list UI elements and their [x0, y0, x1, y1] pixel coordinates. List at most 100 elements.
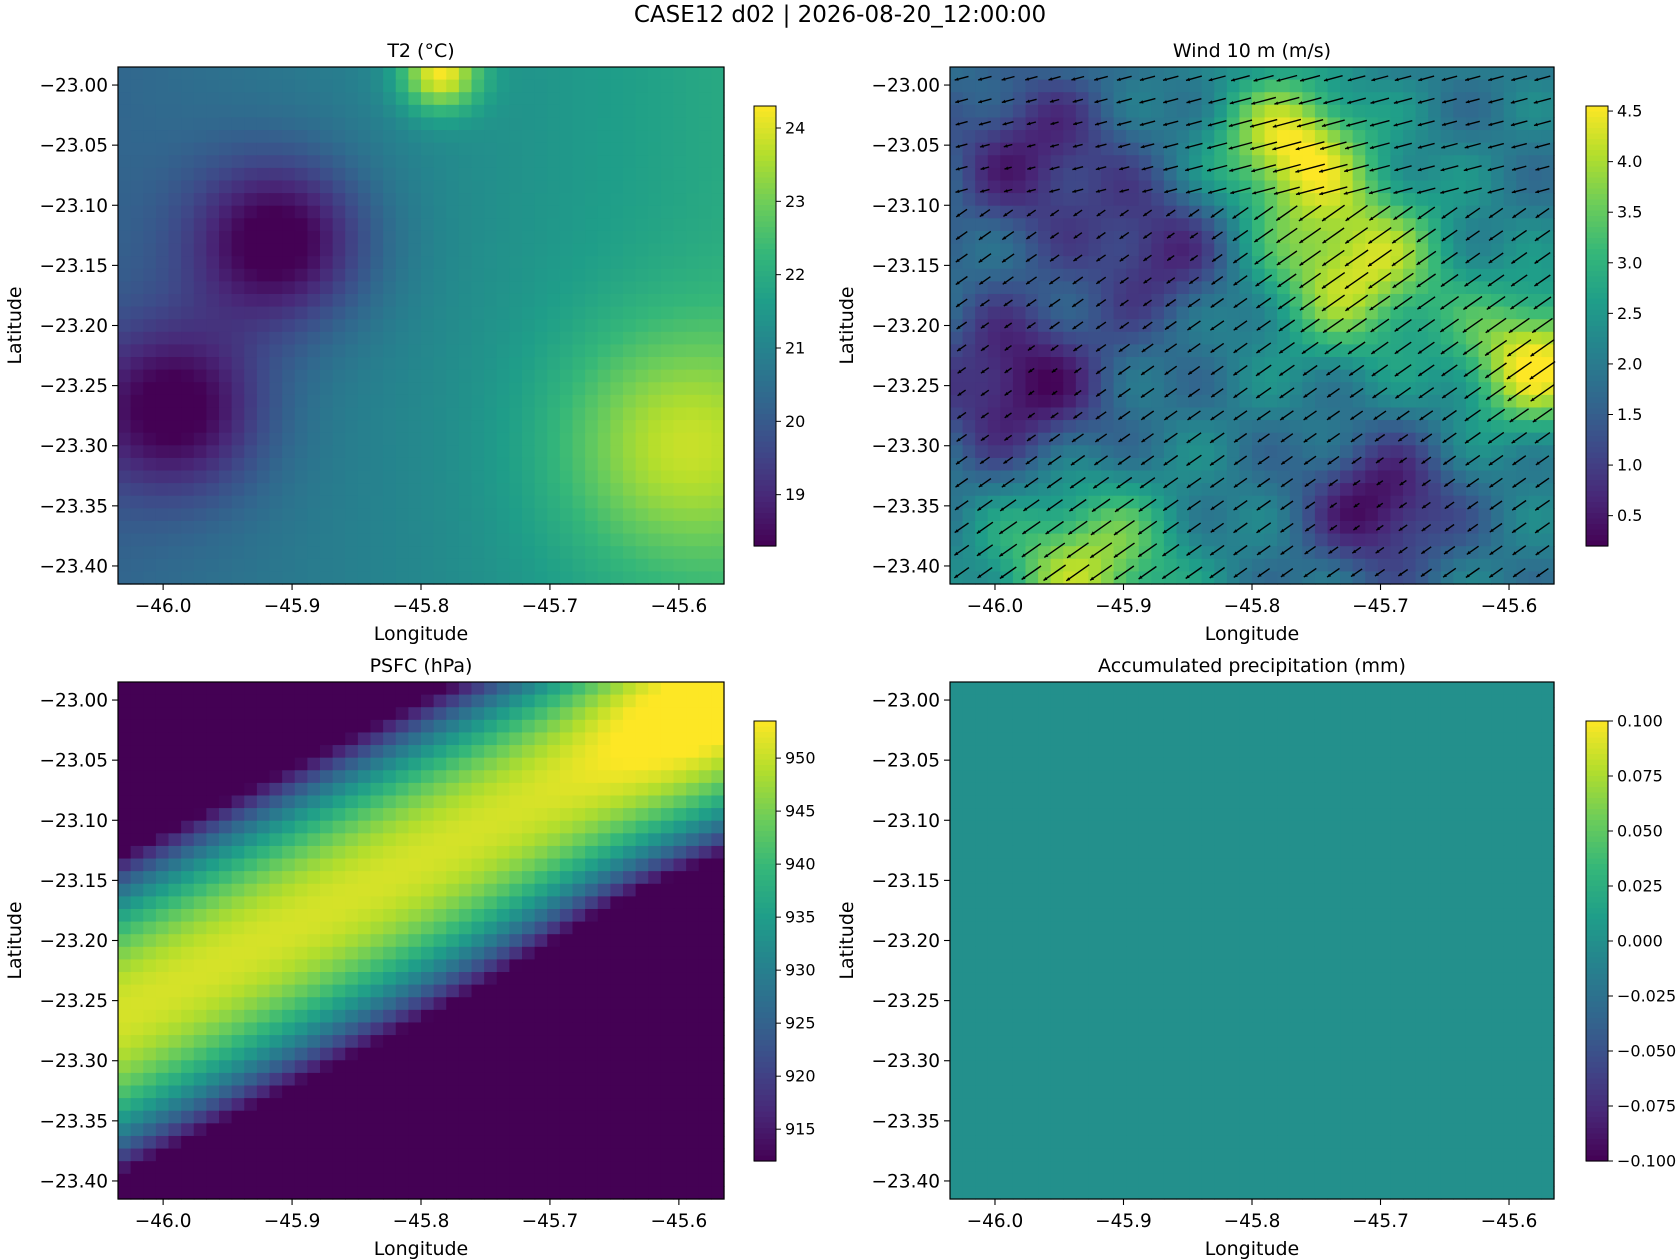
heatmap-cell [1377, 407, 1392, 421]
heatmap-cell [307, 155, 321, 169]
heatmap-cell [1012, 117, 1027, 131]
heatmap-cell [1377, 319, 1392, 333]
heatmap-cell [1176, 167, 1190, 182]
wind-arrow-head [1208, 77, 1213, 82]
heatmap-cell [547, 142, 561, 156]
heatmap-cell [206, 382, 220, 396]
heatmap-cell [269, 319, 283, 333]
heatmap-cell [1390, 394, 1404, 409]
wind-arrow-head [957, 347, 962, 352]
heatmap-cell [585, 79, 599, 93]
heatmap-cell [130, 79, 144, 93]
heatmap-cell [458, 306, 473, 320]
heatmap-cell [1440, 79, 1454, 93]
heatmap-cell [395, 79, 409, 93]
heatmap-cell [181, 382, 195, 396]
x-tick-label: −45.7 [522, 596, 579, 617]
colorbar-segment [754, 518, 776, 525]
heatmap-cell [534, 344, 548, 358]
wind-arrow-head [1254, 260, 1259, 265]
wind-arrow-head [1442, 416, 1447, 421]
wind-arrow-head [1208, 100, 1213, 104]
heatmap-cell [1415, 130, 1429, 144]
heatmap-cell [1088, 67, 1102, 81]
heatmap-cell [408, 432, 422, 446]
wind-arrow [1272, 163, 1301, 173]
heatmap-cell [1214, 483, 1228, 497]
heatmap-cell [433, 344, 447, 358]
heatmap-cell [1491, 546, 1505, 560]
heatmap-cell [1075, 293, 1090, 308]
heatmap-cell [1340, 558, 1354, 572]
heatmap-cell [395, 319, 409, 333]
heatmap-cell [711, 243, 725, 257]
heatmap-cell [623, 382, 637, 396]
heatmap-cell [950, 432, 964, 446]
colorbar-segment [754, 430, 776, 437]
heatmap-cell [1000, 306, 1014, 320]
heatmap-cell [686, 268, 700, 282]
heatmap-cell [962, 470, 976, 484]
heatmap-cell [1113, 520, 1127, 535]
heatmap-cell [1340, 167, 1354, 182]
heatmap-cell [345, 508, 359, 522]
heatmap-cell [1201, 344, 1215, 358]
heatmap-cell [1101, 357, 1115, 371]
heatmap-cell [1252, 508, 1266, 522]
heatmap-cell [294, 281, 308, 295]
heatmap-cell [421, 230, 435, 245]
heatmap-cell [572, 92, 586, 106]
heatmap-cell [1000, 167, 1014, 182]
heatmap-cell [1101, 546, 1115, 560]
heatmap-cell [1390, 155, 1404, 169]
heatmap-cell [1063, 79, 1077, 93]
heatmap-cell [572, 281, 586, 295]
heatmap-cell [206, 357, 220, 371]
heatmap-cell [395, 394, 409, 409]
heatmap-cell [1239, 369, 1253, 383]
heatmap-cell [698, 92, 712, 106]
colorbar-segment [754, 326, 776, 333]
heatmap-cell [1151, 268, 1165, 282]
heatmap-cell [1403, 445, 1417, 459]
heatmap-cell [1503, 130, 1517, 144]
heatmap-cell [610, 432, 624, 446]
wind-arrow-head [1488, 145, 1492, 149]
heatmap-cell [1252, 155, 1266, 169]
heatmap-cell [673, 205, 687, 219]
wind-arrow-head [1300, 328, 1305, 332]
heatmap-cell [421, 369, 435, 383]
heatmap-cell [118, 268, 132, 282]
heatmap-cell [496, 293, 510, 308]
heatmap-cell [522, 67, 536, 81]
heatmap-cell [1302, 167, 1316, 182]
colorbar-segment [754, 408, 776, 415]
heatmap-cell [698, 558, 712, 572]
heatmap-cell [698, 230, 712, 245]
heatmap-cell [206, 420, 220, 434]
heatmap-cell [1189, 432, 1203, 446]
heatmap-cell [1063, 205, 1077, 219]
heatmap-cell [1491, 130, 1505, 144]
wind-arrow-head [1299, 262, 1304, 266]
heatmap-cell [1126, 420, 1140, 434]
heatmap-cell [155, 230, 170, 245]
heatmap-cell [1012, 495, 1027, 509]
heatmap-cell [509, 293, 523, 308]
heatmap-cell [282, 130, 296, 144]
heatmap-cell [962, 167, 976, 182]
heatmap-cell [446, 293, 460, 308]
heatmap-cell [1541, 331, 1555, 346]
heatmap-cell [1189, 281, 1203, 295]
heatmap-cell [130, 407, 144, 421]
heatmap-cell [585, 142, 599, 156]
heatmap-cell [1101, 394, 1115, 409]
wind-arrow-head [1441, 260, 1446, 264]
heatmap-cell [962, 268, 976, 282]
heatmap-cell [1226, 218, 1241, 232]
wind-arrow-head [1485, 352, 1490, 356]
heatmap-cell [181, 357, 195, 371]
heatmap-cell [1428, 193, 1442, 207]
heatmap-cell [1113, 369, 1127, 383]
heatmap-cell [332, 230, 346, 245]
